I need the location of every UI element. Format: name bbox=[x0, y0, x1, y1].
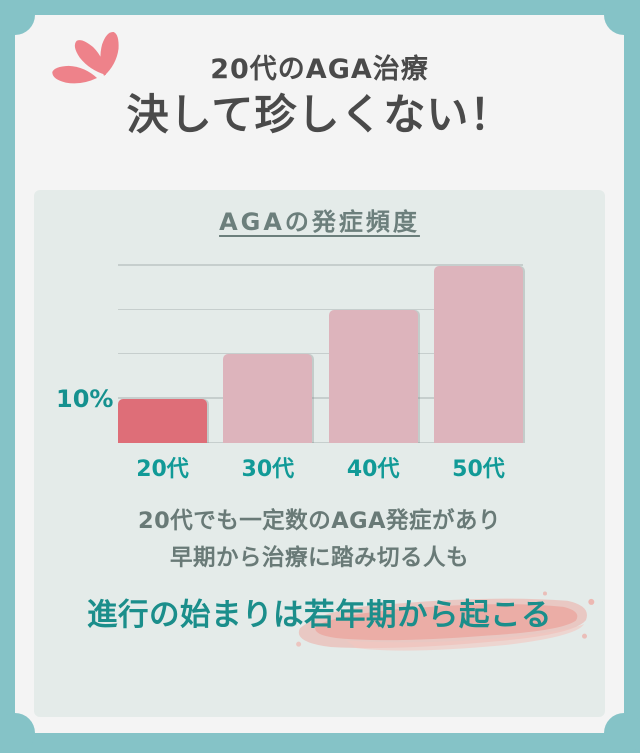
body-line-2: 早期から治療に踏み切る人も bbox=[169, 545, 469, 571]
chart-bar bbox=[328, 310, 418, 443]
corner-notch-bottom-left bbox=[0, 713, 35, 753]
title-line-2: 決して珍しくない！ bbox=[126, 90, 513, 139]
bar-chart: 10% bbox=[56, 251, 523, 443]
body-line-1: 20代でも一定数のAGA発症があり bbox=[137, 508, 502, 534]
corner-notch-top-right bbox=[604, 0, 640, 35]
chart-bar bbox=[118, 398, 207, 443]
chart-bar bbox=[223, 354, 313, 443]
x-axis-label: 40代 bbox=[346, 457, 400, 482]
chart-panel: AGAの発症頻度 10% 20代 30代 40代 50代 20代でも一定数のAGA発症… bbox=[34, 190, 605, 717]
emphasis-burst-icon bbox=[52, 32, 119, 84]
chart-title: AGAの発症頻度 bbox=[219, 208, 420, 236]
headline-block: 進行の始まりは若年期から起こる bbox=[34, 591, 605, 651]
brush-highlight bbox=[296, 591, 595, 651]
title-line-1: 20代のAGA治療 bbox=[210, 54, 429, 85]
body-text: 20代でも一定数のAGA発症があり 早期から治療に踏み切る人も bbox=[34, 503, 605, 577]
headline-text: 進行の始まりは若年期から起こる bbox=[87, 598, 552, 633]
chart-bar bbox=[433, 265, 523, 443]
x-axis-label: 50代 bbox=[452, 457, 505, 482]
corner-notch-bottom-right bbox=[604, 713, 640, 753]
bars-row bbox=[118, 251, 523, 443]
page-header: 20代のAGA治療 決して珍しくない！ bbox=[15, 15, 624, 141]
gridline bbox=[118, 264, 523, 266]
gridline bbox=[118, 352, 523, 355]
gridline bbox=[118, 397, 523, 399]
x-axis-label: 20代 bbox=[136, 457, 189, 482]
y-axis-tick-label: 10% bbox=[56, 385, 114, 413]
x-axis-labels: 20代 30代 40代 50代 bbox=[118, 451, 523, 483]
gridline bbox=[118, 308, 523, 311]
x-axis-label: 30代 bbox=[241, 457, 295, 482]
gridline bbox=[118, 441, 523, 443]
